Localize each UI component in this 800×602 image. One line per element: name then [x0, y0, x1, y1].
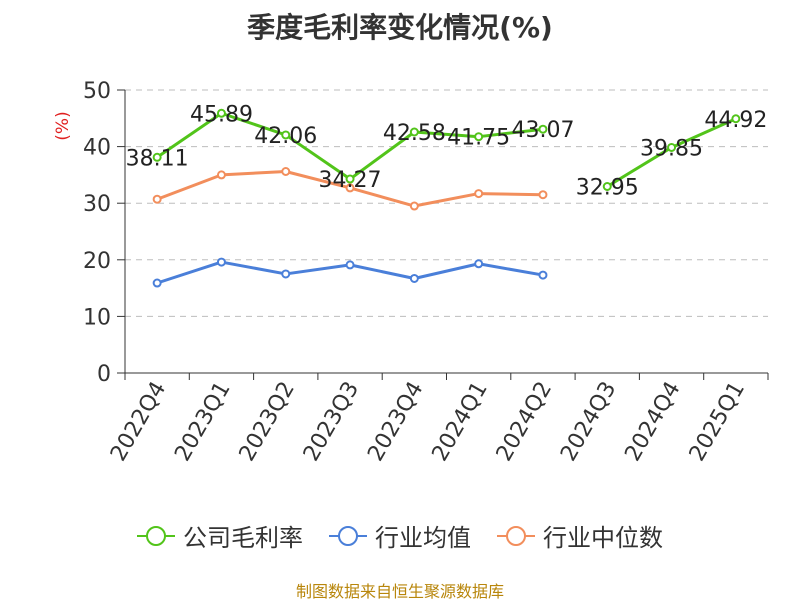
- data-label: 32.95: [576, 176, 639, 201]
- data-label: 41.75: [447, 126, 510, 151]
- x-tick-label: 2024Q4: [620, 378, 685, 466]
- line-chart: 01020304050(%)2022Q42023Q12023Q22023Q320…: [53, 79, 769, 466]
- data-point: [281, 269, 291, 279]
- data-point: [602, 182, 612, 192]
- x-tick-label: 2024Q3: [556, 378, 621, 466]
- data-point: [538, 270, 548, 280]
- source-note: 制图数据来自恒生聚源数据库: [295, 582, 504, 601]
- x-tick-label: 2024Q2: [492, 378, 557, 466]
- data-point: [474, 259, 484, 269]
- data-point: [409, 201, 419, 211]
- chart-title: 季度毛利率变化情况(%): [247, 11, 553, 44]
- x-tick-label: 2024Q1: [428, 378, 493, 466]
- y-tick-label: 50: [83, 79, 111, 104]
- legend: 公司毛利率 行业均值 行业中位数: [0, 518, 800, 553]
- grid-lines: [125, 89, 768, 317]
- data-label: 45.89: [190, 102, 253, 127]
- data-point: [345, 174, 355, 184]
- x-tick-label: 2023Q1: [170, 378, 235, 466]
- x-tick-label: 2023Q4: [363, 378, 428, 466]
- data-point: [345, 183, 355, 193]
- legend-item-industry-mean[interactable]: 行业均值: [329, 518, 471, 553]
- data-point: [667, 142, 677, 152]
- legend-swatch-company: [137, 525, 175, 546]
- data-point: [281, 130, 291, 140]
- data-point: [538, 124, 548, 134]
- legend-item-industry-median[interactable]: 行业中位数: [497, 518, 663, 553]
- series-lines: [152, 108, 741, 288]
- data-point: [216, 108, 226, 118]
- data-label: 39.85: [640, 136, 703, 161]
- data-point: [216, 170, 226, 180]
- data-point: [216, 257, 226, 267]
- data-point: [474, 132, 484, 142]
- legend-swatch-industry-mean: [329, 525, 367, 546]
- y-tick-label: 40: [83, 136, 111, 161]
- data-label: 43.07: [511, 118, 574, 143]
- data-label: 44.92: [704, 108, 767, 133]
- data-point: [409, 127, 419, 137]
- y-axis-label: (%): [53, 111, 73, 140]
- data-point: [409, 273, 419, 283]
- data-label: 38.11: [126, 146, 189, 171]
- data-point: [474, 189, 484, 199]
- data-label: 42.58: [383, 121, 446, 146]
- data-point: [152, 194, 162, 204]
- legend-label-industry-mean: 行业均值: [375, 524, 471, 552]
- y-tick-label: 10: [83, 305, 111, 330]
- legend-label-company: 公司毛利率: [183, 524, 303, 552]
- legend-item-company[interactable]: 公司毛利率: [137, 518, 303, 553]
- x-tick-label: 2025Q1: [685, 378, 750, 466]
- x-tick-label: 2023Q3: [299, 378, 364, 466]
- y-tick-label: 30: [83, 192, 111, 217]
- y-tick-label: 0: [97, 362, 111, 387]
- data-point: [538, 190, 548, 200]
- data-point: [281, 167, 291, 177]
- x-tick-label: 2022Q4: [106, 378, 171, 466]
- x-tick-label: 2023Q2: [235, 378, 300, 466]
- data-label: 34.27: [319, 168, 382, 193]
- data-point: [345, 260, 355, 270]
- legend-label-industry-median: 行业中位数: [543, 524, 663, 552]
- y-tick-label: 20: [83, 249, 111, 274]
- data-point: [152, 278, 162, 288]
- data-point: [731, 114, 741, 124]
- data-label: 42.06: [254, 124, 317, 149]
- legend-swatch-industry-median: [497, 525, 535, 546]
- data-point: [152, 152, 162, 162]
